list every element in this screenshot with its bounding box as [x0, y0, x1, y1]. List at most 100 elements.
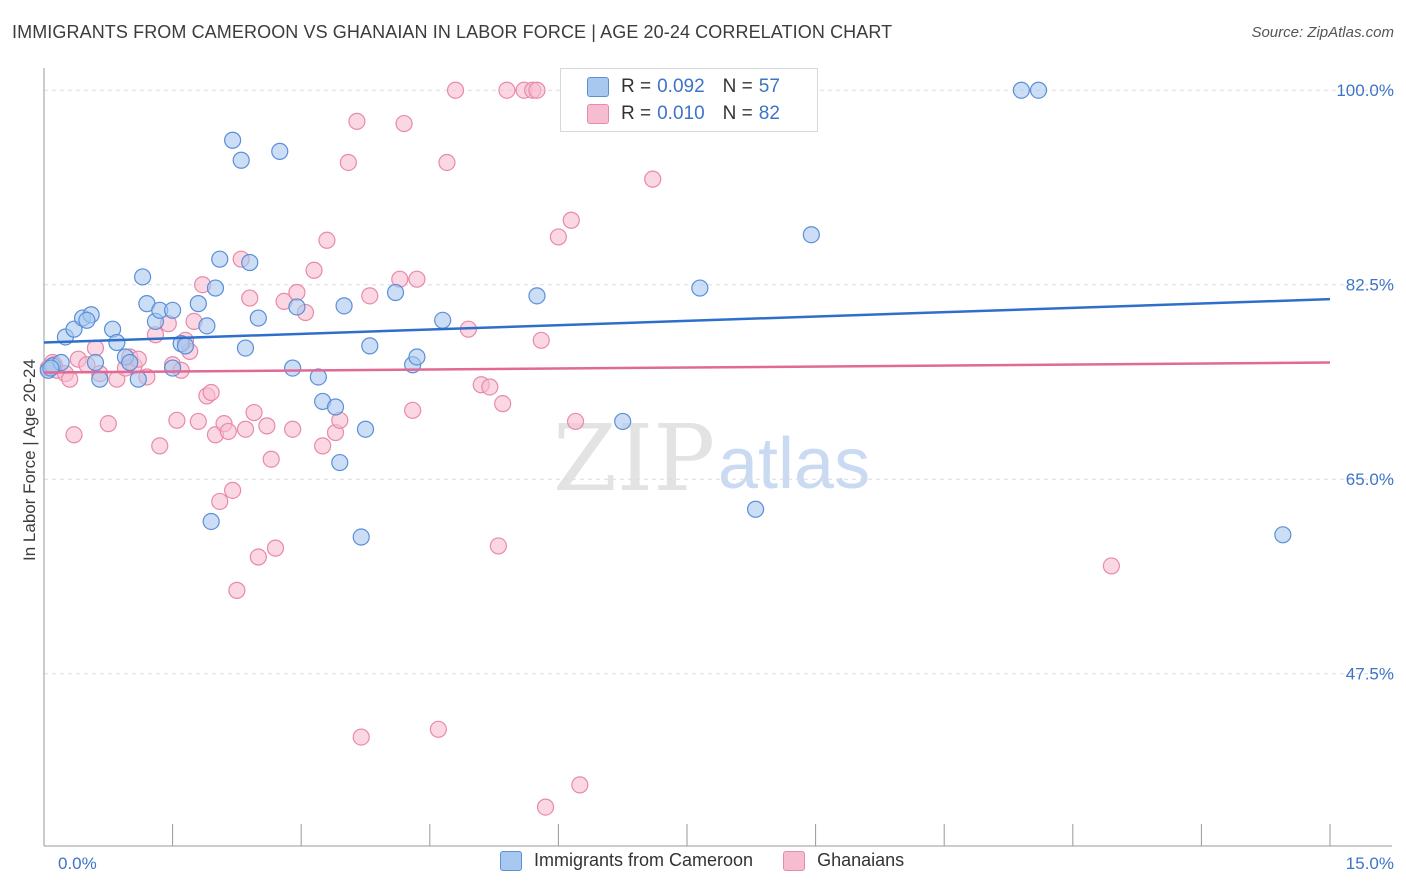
bottom-legend-label-cameroon: Immigrants from Cameroon	[534, 850, 754, 870]
x-ticks	[43, 824, 1331, 846]
cameroon-trend-line	[43, 297, 1331, 344]
cameroon-point	[206, 279, 225, 297]
y-axis-label: In Labor Force | Age 20-24	[20, 359, 39, 561]
cameroon-point	[802, 226, 820, 244]
cameroon-point	[361, 337, 379, 355]
cameroon-point	[236, 339, 255, 357]
legend-row-ghanaians: R = 0.010 N = 82	[587, 101, 780, 127]
cameroon-point	[335, 297, 353, 315]
watermark-atlas: atlas	[718, 424, 870, 504]
ghanaian-point	[211, 492, 229, 511]
bottom-legend-swatch-ghanaians	[783, 850, 806, 871]
cameroon-point	[691, 279, 709, 297]
cameroon-point	[224, 131, 242, 149]
legend-row-cameroon: R = 0.092 N = 57	[587, 74, 780, 100]
cameroon-point	[86, 353, 105, 372]
ghanaian-point	[258, 417, 276, 435]
cameroon-point	[202, 512, 220, 531]
cameroon-point	[189, 295, 207, 313]
ghanaians-points	[39, 81, 1120, 816]
bottom-legend-swatch-cameroon	[500, 850, 522, 871]
cameroon-point	[386, 283, 405, 302]
cameroon-point	[108, 333, 126, 352]
cameroon-point	[408, 348, 426, 366]
cameroon-point	[352, 528, 370, 546]
legend-n-label: N =	[722, 76, 753, 97]
legend-r-value-ghanaians: 0.010	[657, 103, 705, 124]
ghanaian-point	[288, 283, 306, 302]
ghanaian-point	[498, 81, 516, 99]
ghanaian-point	[481, 378, 499, 396]
legend-swatch-cameroon	[587, 77, 609, 97]
legend-r-label: R =	[621, 76, 652, 97]
ghanaian-point	[151, 437, 169, 455]
y-tick-label: 100.0%	[1336, 81, 1394, 100]
legend-n-value-cameroon: 57	[758, 76, 780, 97]
ghanaian-point	[644, 170, 662, 188]
trend-lines	[43, 297, 1331, 374]
ghanaian-point	[236, 420, 255, 438]
cameroon-point	[309, 368, 327, 386]
ghanaian-point	[249, 548, 267, 566]
ghanaian-point	[489, 537, 507, 555]
ghanaian-point	[536, 798, 555, 816]
cameroon-point	[614, 412, 632, 431]
source-label: Source: ZipAtlas.com	[1251, 24, 1394, 41]
ghanaian-point	[562, 211, 580, 229]
ghanaian-trend-line	[43, 361, 1331, 374]
legend-n-label: N =	[722, 103, 753, 124]
legend-r-label: R =	[621, 103, 652, 124]
cameroon-point	[1274, 526, 1292, 544]
ghanaian-point	[438, 153, 456, 172]
cameroon-point	[164, 359, 182, 377]
cameroon-point	[91, 370, 109, 388]
ghanaian-point	[395, 114, 413, 133]
ghanaian-point	[408, 270, 426, 288]
ghanaian-point	[241, 289, 259, 307]
cameroon-point	[198, 317, 216, 335]
cameroon-point	[232, 151, 250, 169]
ghanaian-point	[99, 415, 117, 433]
chart-title: IMMIGRANTS FROM CAMEROON VS GHANAIAN IN …	[12, 22, 893, 42]
x-tick-label-max: 15.0%	[1346, 854, 1394, 873]
ghanaian-point	[318, 231, 336, 249]
cameroon-point	[288, 298, 306, 316]
y-tick-label: 47.5%	[1346, 665, 1394, 684]
ghanaian-point	[549, 228, 568, 246]
bottom-legend-ghanaians: Ghanaians	[783, 850, 904, 871]
ghanaian-point	[404, 401, 422, 419]
stats-legend: R = 0.092 N = 57 R = 0.010 N = 82	[560, 68, 818, 132]
ghanaian-point	[314, 437, 332, 455]
y-tick-label: 82.5%	[1346, 276, 1394, 295]
legend-n-value-ghanaians: 82	[758, 103, 780, 124]
bottom-legend-label-ghanaians: Ghanaians	[817, 850, 905, 870]
ghanaian-point	[168, 411, 186, 429]
axes	[43, 68, 1392, 847]
cameroon-point	[326, 398, 345, 416]
x-tick-label-min: 0.0%	[58, 854, 97, 873]
legend-swatch-ghanaians	[587, 104, 609, 124]
bottom-legend: Immigrants from Cameroon Ghanaians	[500, 850, 934, 871]
ghanaian-point	[494, 395, 512, 413]
cameroon-point	[1012, 81, 1030, 99]
cameroon-point	[434, 311, 452, 329]
gridlines	[44, 89, 1392, 675]
y-tick-labels: 47.5% 65.0% 82.5% 100.0%	[1336, 81, 1394, 684]
cameroon-point	[249, 309, 267, 327]
ghanaian-point	[1102, 557, 1120, 575]
ghanaian-point	[219, 422, 237, 441]
cameroon-point	[211, 250, 229, 268]
ghanaian-point	[339, 153, 357, 172]
cameroon-point	[129, 370, 147, 388]
ghanaian-point	[86, 339, 105, 357]
ghanaian-point	[446, 81, 465, 99]
legend-r-value-cameroon: 0.092	[657, 76, 705, 97]
ghanaian-point	[284, 420, 302, 438]
ghanaian-point	[429, 720, 447, 738]
ghanaian-point	[262, 450, 280, 468]
cameroon-point	[176, 337, 195, 355]
cameroon-point	[356, 420, 375, 438]
bottom-legend-cameroon: Immigrants from Cameroon	[500, 850, 753, 871]
ghanaian-point	[566, 412, 585, 431]
